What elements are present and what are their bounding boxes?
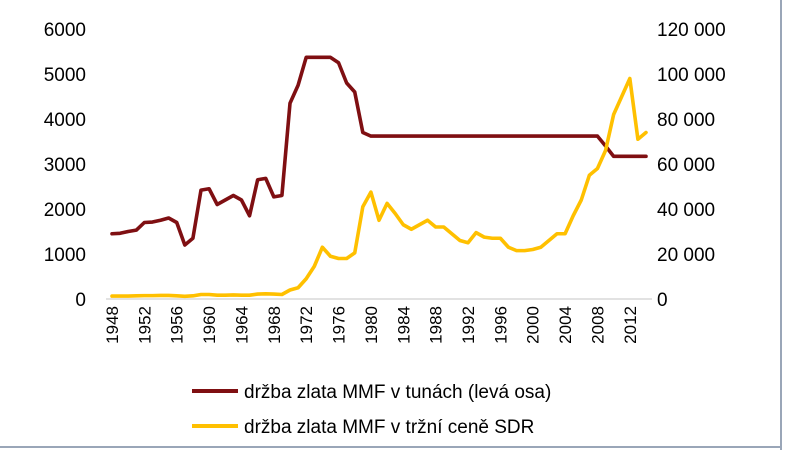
x-tick-label: 1972 bbox=[297, 306, 316, 344]
left-axis-ticks: 0 1000 2000 3000 4000 5000 6000 bbox=[44, 20, 86, 311]
x-tick-label: 1984 bbox=[394, 306, 413, 344]
left-tick-label: 6000 bbox=[44, 20, 86, 41]
right-tick-label: 40 000 bbox=[657, 200, 715, 221]
x-tick-label: 1964 bbox=[232, 306, 251, 344]
left-tick-label: 5000 bbox=[44, 65, 86, 86]
x-tick-label: 1988 bbox=[427, 306, 446, 344]
frame-right-border bbox=[780, 0, 782, 450]
x-tick-label: 2004 bbox=[556, 306, 575, 344]
right-tick-label: 80 000 bbox=[657, 110, 715, 131]
x-tick-label: 2008 bbox=[588, 306, 607, 344]
x-tick-label: 1968 bbox=[265, 306, 284, 344]
x-tick-label: 1956 bbox=[168, 306, 187, 344]
x-tick-label: 2000 bbox=[524, 306, 543, 344]
right-tick-label: 100 000 bbox=[657, 65, 726, 86]
x-axis-ticks: 1948 1952 1956 1960 1964 1968 1972 1976 1980 1984… bbox=[103, 306, 640, 344]
legend-label-holdings-sdr: držba zlata MMF v tržní ceně SDR bbox=[244, 417, 534, 438]
left-tick-label: 2000 bbox=[44, 200, 86, 221]
series-line-holdings-sdr bbox=[110, 76, 648, 299]
right-tick-label: 120 000 bbox=[657, 20, 726, 41]
x-tick-label: 2012 bbox=[621, 306, 640, 344]
frame-bottom-border bbox=[0, 446, 782, 448]
x-tick-label: 1992 bbox=[459, 306, 478, 344]
right-tick-label: 20 000 bbox=[657, 245, 715, 266]
right-axis-ticks: 0 20 000 40 000 60 000 80 000 100 000 120 000 bbox=[657, 20, 726, 311]
series-line-holdings-tonnes bbox=[110, 55, 648, 247]
legend-label-holdings-tonnes: držba zlata MMF v tunách (levá osa) bbox=[244, 382, 551, 403]
x-tick-label: 1980 bbox=[362, 306, 381, 344]
right-tick-label: 60 000 bbox=[657, 155, 715, 176]
x-tick-label: 1948 bbox=[103, 306, 122, 344]
series-lines bbox=[110, 55, 648, 299]
x-tick-label: 1960 bbox=[200, 306, 219, 344]
left-tick-label: 4000 bbox=[44, 110, 86, 131]
left-tick-label: 0 bbox=[75, 290, 86, 311]
x-tick-label: 1976 bbox=[330, 306, 349, 344]
right-tick-label: 0 bbox=[657, 290, 668, 311]
dual-axis-line-chart: 0 1000 2000 3000 4000 5000 6000 0 20 000 40 000 6… bbox=[44, 20, 726, 438]
x-tick-label: 1952 bbox=[135, 306, 154, 344]
left-tick-label: 1000 bbox=[44, 245, 86, 266]
left-tick-label: 3000 bbox=[44, 155, 86, 176]
x-tick-label: 1996 bbox=[491, 306, 510, 344]
legend: držba zlata MMF v tunách (levá osa) držb… bbox=[192, 382, 551, 438]
